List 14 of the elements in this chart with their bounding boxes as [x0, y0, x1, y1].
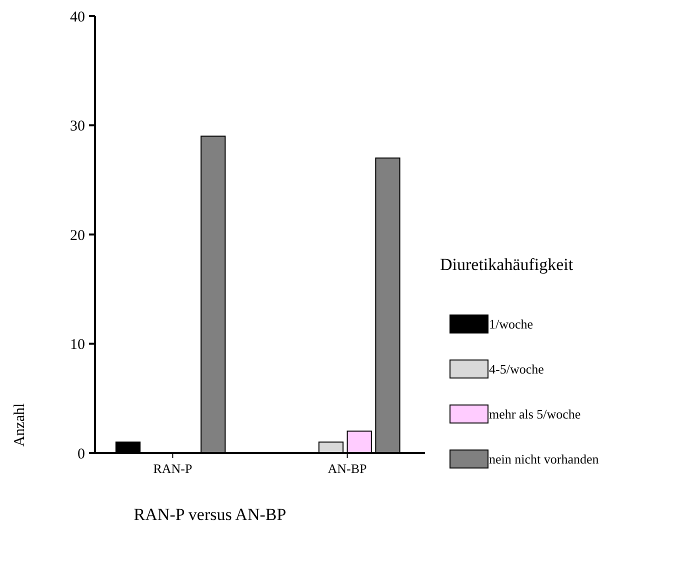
legend-label: 4-5/woche — [489, 362, 544, 377]
legend-label: nein nicht vorhanden — [489, 452, 600, 467]
y-axis-title: Anzahl — [12, 403, 28, 447]
x-axis-title: RAN-P versus AN-BP — [134, 505, 286, 524]
y-tick-label: 30 — [70, 118, 85, 134]
y-tick-label: 10 — [70, 337, 85, 353]
legend-label: 1/woche — [489, 316, 534, 332]
x-tick-label: RAN-P — [153, 461, 192, 476]
y-tick-label: 40 — [70, 9, 85, 26]
y-tick-label: 0 — [78, 446, 85, 462]
legend-title: Diuretikahäufigkeit — [440, 255, 574, 274]
y-tick-label: 20 — [70, 228, 85, 244]
x-tick-label: AN-BP — [328, 461, 367, 476]
legend-label: mehr als 5/woche — [489, 406, 581, 422]
